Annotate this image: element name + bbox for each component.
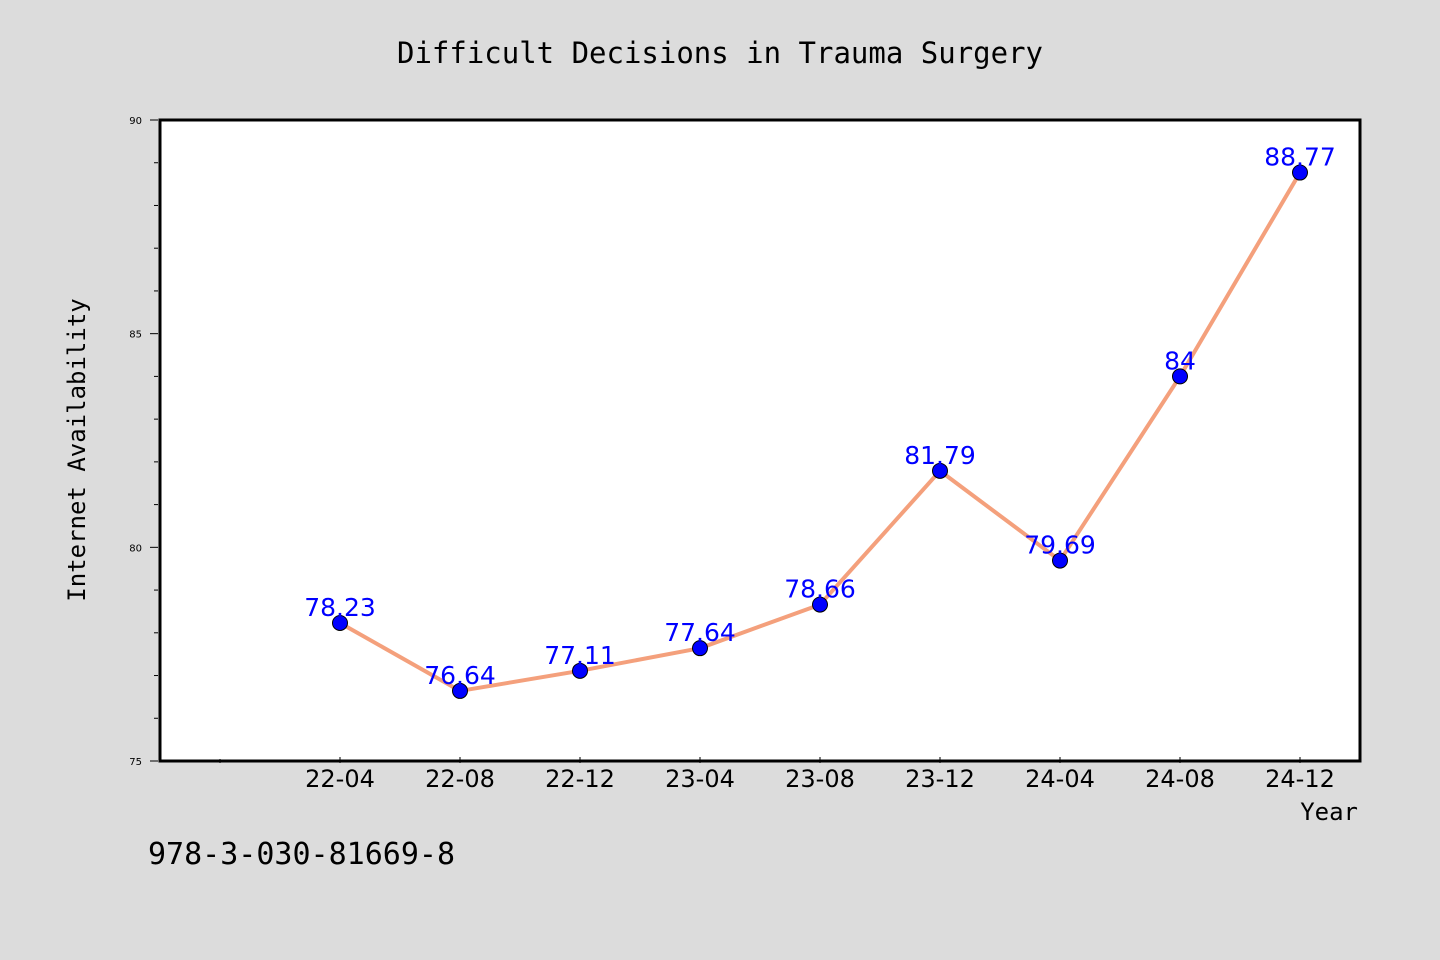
data-label: 77.11 [544,641,616,670]
y-tick-label: 85 [129,330,142,341]
x-axis: 22-04 22-08 22-12 23-04 23-08 23-12 24-04 24-08… [219,757,1335,793]
data-point [932,462,948,479]
x-tick-label: 23-04 [665,765,735,793]
data-point [1172,368,1188,385]
x-tick-label: 24-08 [1145,765,1215,793]
data-point [1292,164,1308,181]
series-layer: 78.23 76.64 77.11 77.64 78.66 81.79 79.69 84 88.… [304,143,1336,699]
data-label: 84 [1164,346,1196,375]
y-axis-label: Internet Availability [63,298,91,601]
x-tick-label: 23-12 [905,765,975,793]
data-label: 81.79 [904,441,976,470]
data-label: 79.69 [1024,531,1096,560]
x-tick-label: 23-08 [785,765,855,793]
x-tick-label: 22-12 [545,765,615,793]
chart-title: Difficult Decisions in Trauma Surgery [397,36,1043,70]
data-point [332,614,348,631]
y-tick-label: 75 [129,757,142,768]
data-point [572,662,588,679]
y-tick-label: 80 [129,543,142,554]
data-label: 78.23 [304,593,376,622]
data-point [452,682,468,699]
data-point [692,640,708,657]
x-tick-label: 24-12 [1265,765,1335,793]
y-axis: 75 80 85 90 [129,116,158,768]
data-label: 77.64 [664,618,736,647]
x-tick-label: 22-04 [305,765,375,793]
x-tick-label: 22-08 [425,765,495,793]
data-label: 88.77 [1264,143,1336,172]
x-tick-label: 24-04 [1025,765,1095,793]
x-axis-label: Year [1300,798,1358,826]
data-point [812,596,828,613]
y-tick-label: 90 [129,116,142,127]
data-point [1052,552,1068,569]
data-label: 76.64 [424,661,496,690]
isbn-footnote: 978-3-030-81669-8 [148,837,455,872]
plot-area [158,118,1362,763]
data-label: 78.66 [784,575,856,604]
